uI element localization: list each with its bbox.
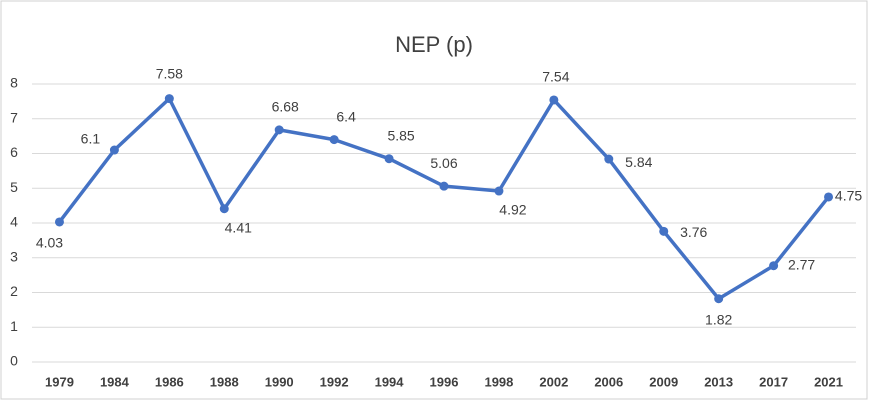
y-tick-label: 1 [10,318,18,334]
data-point [494,186,504,196]
data-point [164,94,174,104]
data-point [219,204,229,214]
data-point [714,294,724,304]
data-point [274,125,284,135]
x-tick-label: 2017 [759,374,788,389]
y-tick-label: 3 [10,248,18,264]
data-label: 6.4 [336,108,356,124]
data-point [384,154,394,164]
data-label: 4.41 [225,219,252,235]
data-point [329,135,339,145]
data-label: 5.84 [625,154,652,170]
data-point [54,217,64,227]
x-tick-label: 1988 [210,374,239,389]
x-tick-label: 1998 [484,374,513,389]
x-tick-label: 1990 [265,374,294,389]
y-tick-label: 2 [10,283,18,299]
data-point [604,154,614,164]
y-tick-label: 0 [10,353,18,369]
x-tick-label: 1984 [100,374,130,389]
data-label: 1.82 [705,311,732,327]
data-label: 6.1 [81,131,101,147]
data-label: 5.85 [387,127,414,143]
x-tick-label: 1979 [45,374,74,389]
data-label: 2.77 [788,256,815,272]
data-label: 4.03 [36,235,63,251]
x-tick-label: 1986 [155,374,184,389]
data-point [549,95,559,105]
data-label: 4.92 [499,202,526,218]
chart-title: NEP (p) [395,32,473,57]
data-label: 4.75 [835,188,862,204]
data-point [109,145,119,155]
y-tick-label: 6 [10,144,18,160]
data-label: 7.54 [542,69,569,85]
x-tick-label: 2006 [594,374,623,389]
x-tick-label: 2013 [704,374,733,389]
data-label: 7.58 [156,65,183,81]
data-label: 3.76 [680,224,707,240]
data-point [824,192,834,202]
x-tick-label: 1992 [320,374,349,389]
x-tick-label: 1996 [430,374,459,389]
y-tick-label: 4 [10,214,18,230]
y-tick-label: 8 [10,75,18,91]
data-label: 5.06 [430,155,457,171]
data-point [439,181,449,191]
x-tick-label: 2021 [814,374,843,389]
y-tick-label: 5 [10,179,18,195]
x-tick-label: 2002 [539,374,568,389]
x-tick-label: 1994 [375,374,405,389]
data-point [659,226,669,236]
x-tick-label: 2009 [649,374,678,389]
y-tick-label: 7 [10,109,18,125]
data-label: 6.68 [272,99,299,115]
data-point [769,261,779,271]
